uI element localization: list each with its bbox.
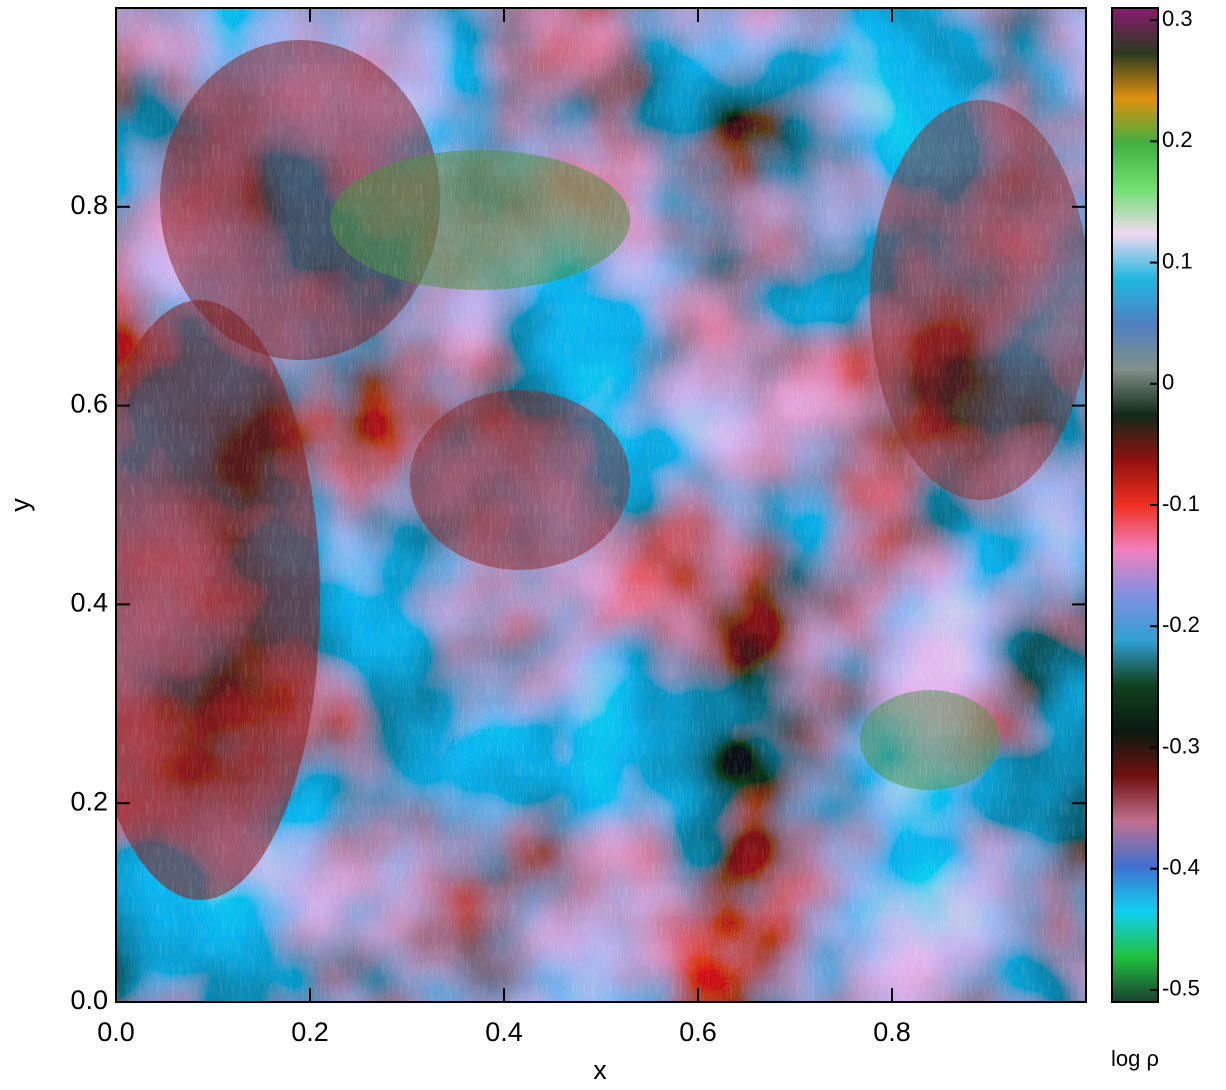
colorbar-tick-label: -0.2 xyxy=(1162,612,1200,637)
colorbar-tick-label: -0.1 xyxy=(1162,491,1200,516)
x-tick-label: 0.2 xyxy=(291,1017,329,1047)
y-tick-label: 0.2 xyxy=(70,786,108,816)
x-label: x xyxy=(593,1055,607,1085)
colorbar-tick-label: 0.3 xyxy=(1162,6,1193,31)
y-tick-label: 0.4 xyxy=(70,588,108,618)
field-image xyxy=(80,8,1090,1002)
colorbar-tick-label: -0.3 xyxy=(1162,733,1200,758)
chart: x y log ρ 0.0 0.2 0.4 0.6 0.8 0.0 0.2 0.4 0.6 0.8… xyxy=(0,0,1226,1085)
x-tick-label: 0.6 xyxy=(679,1017,717,1047)
x-tick-label: 0.0 xyxy=(97,1017,135,1047)
x-tick-label: 0.8 xyxy=(873,1017,911,1047)
y-tick-label: 0.8 xyxy=(70,190,108,220)
y-tick-label: 0.0 xyxy=(70,985,108,1015)
y-tick-label: 0.6 xyxy=(70,389,108,419)
colorbar-tick-label: -0.4 xyxy=(1162,854,1200,879)
colorbar-tick-label: 0.2 xyxy=(1162,127,1193,152)
colorbar-tick-label: 0 xyxy=(1162,370,1174,395)
colorbar-label: log ρ xyxy=(1111,1046,1159,1071)
colorbar-tick-label: 0.1 xyxy=(1162,248,1193,273)
colorbar-tick-label: -0.5 xyxy=(1162,976,1200,1001)
x-tick-label: 0.4 xyxy=(485,1017,523,1047)
y-label: y xyxy=(5,498,35,512)
